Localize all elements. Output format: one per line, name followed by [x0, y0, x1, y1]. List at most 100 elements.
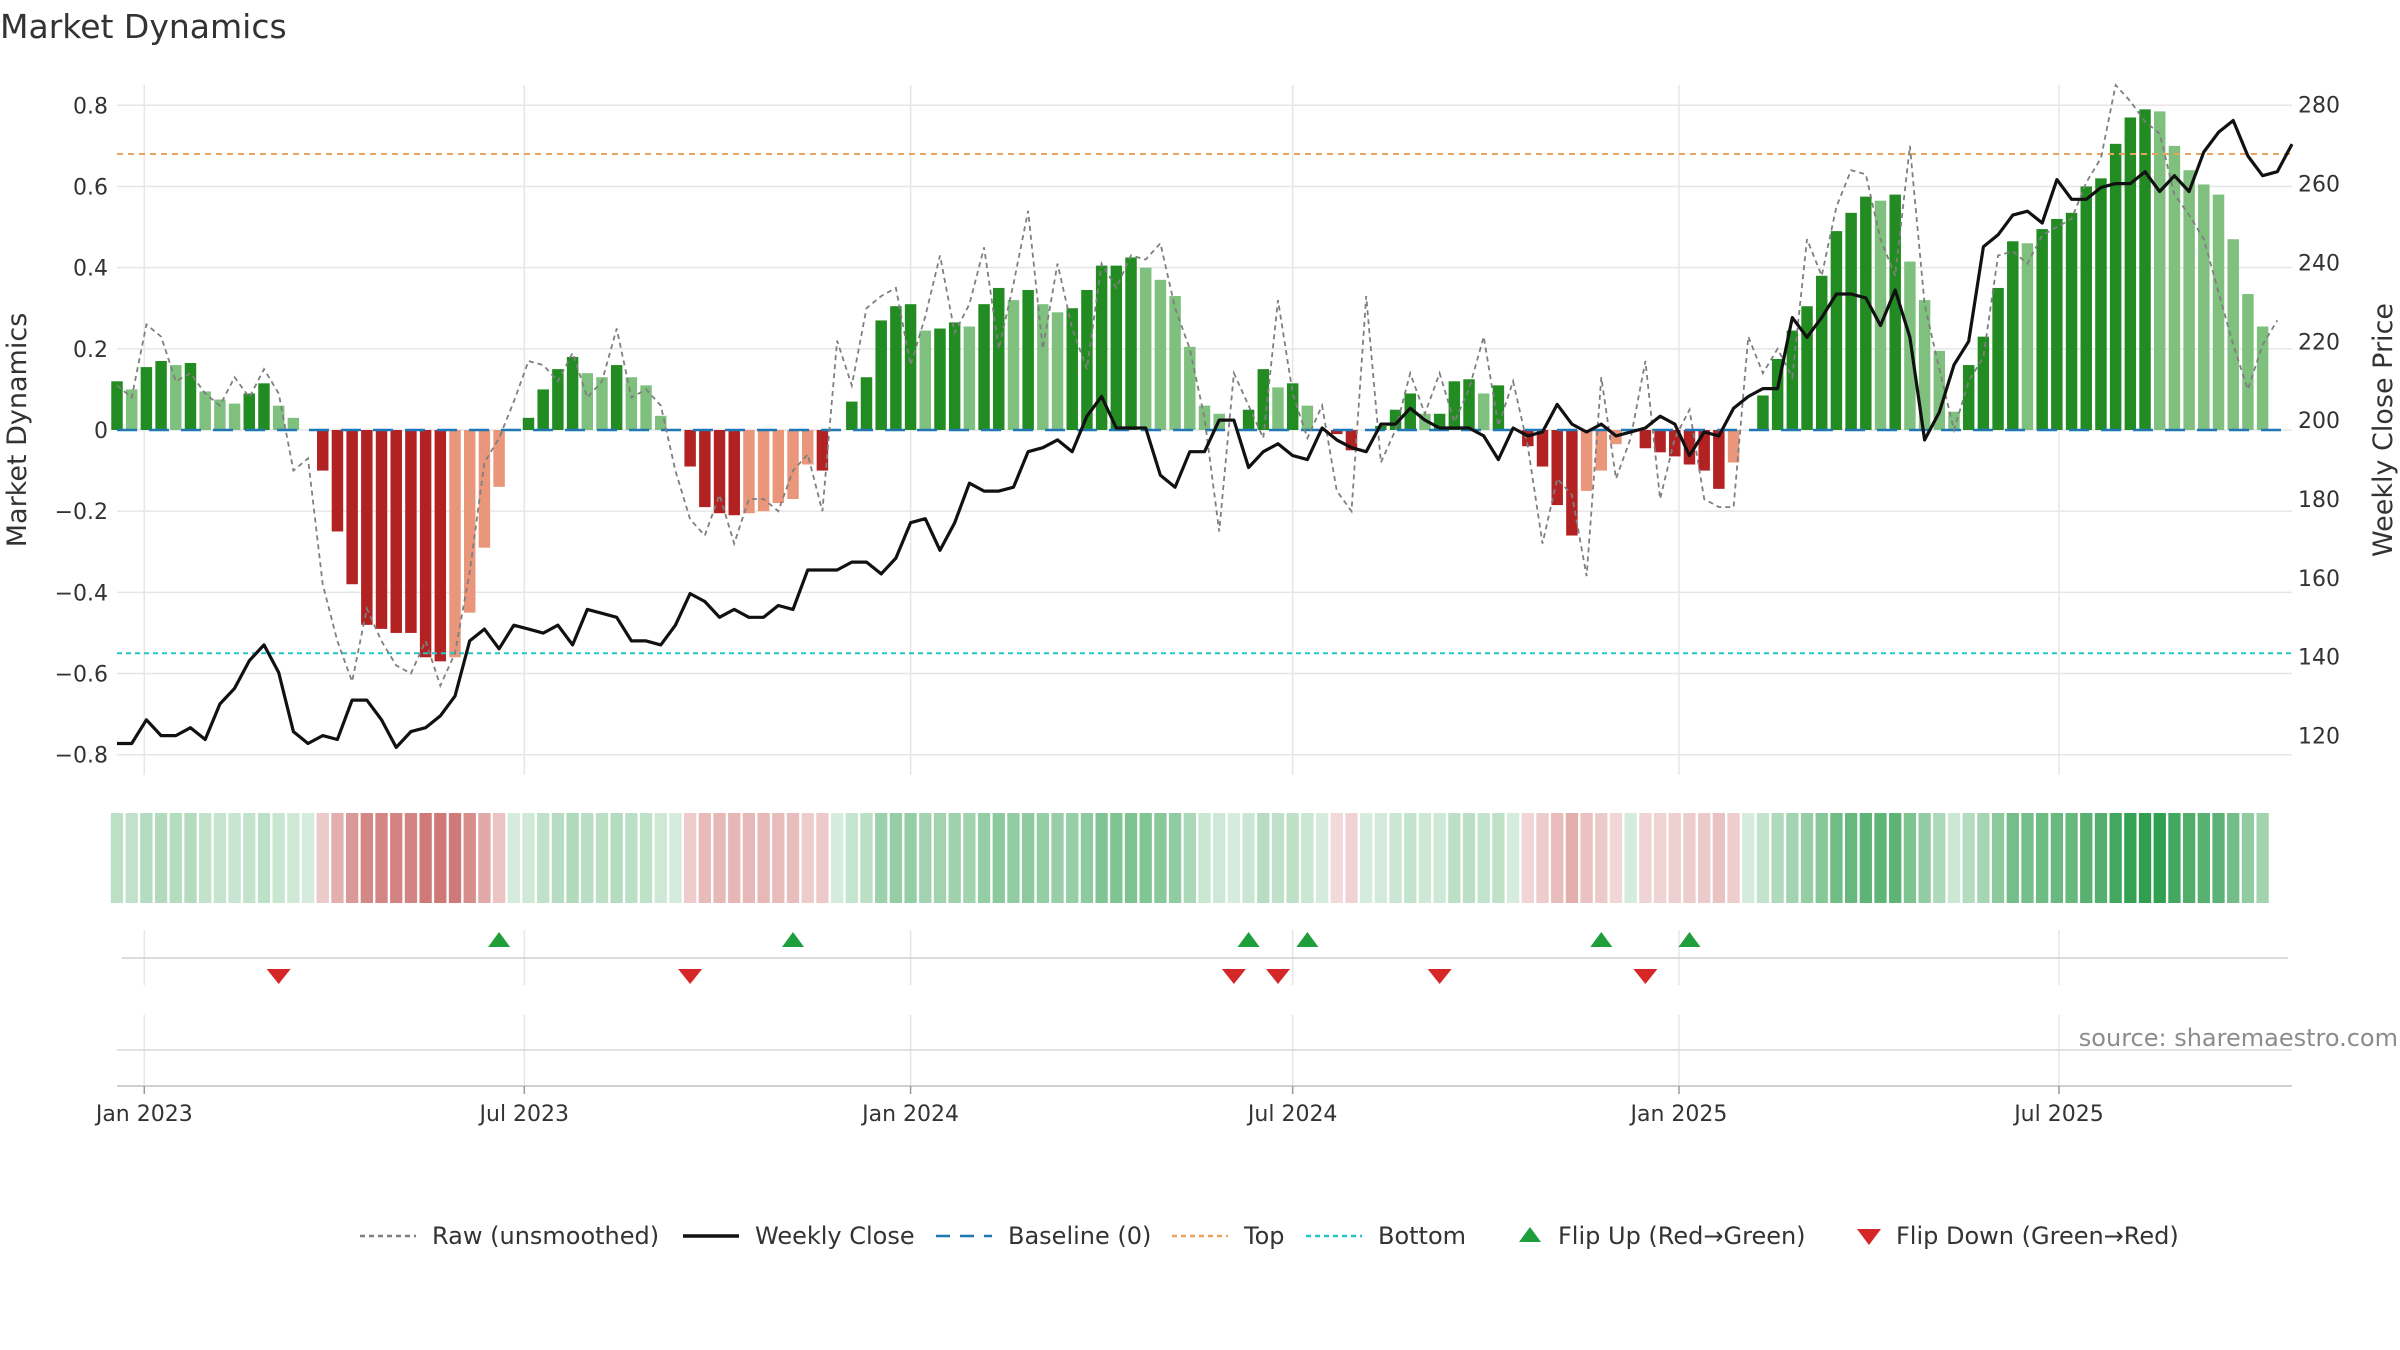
dynamics-bar: [2080, 186, 2092, 430]
heat-cell: [830, 813, 844, 903]
dynamics-bar: [1918, 300, 1931, 430]
dynamics-bar: [405, 430, 417, 633]
dynamics-bar: [478, 430, 491, 548]
legend-label: Raw (unsmoothed): [432, 1222, 659, 1250]
y-tick-label-left: −0.2: [55, 500, 108, 525]
heat-cell: [1565, 813, 1579, 903]
dynamics-bar: [1654, 430, 1666, 453]
heat-cell: [1683, 813, 1696, 903]
legend-label: Bottom: [1378, 1222, 1466, 1250]
dynamics-bar: [2065, 212, 2078, 430]
dynamics-bar: [1081, 289, 1093, 430]
dynamics-bar: [2183, 170, 2195, 430]
heat-cell: [2212, 813, 2225, 903]
dynamics-bar: [1184, 346, 1196, 430]
dynamics-bar: [1801, 306, 1813, 430]
dynamics-bar: [419, 430, 432, 658]
heat-cell: [1345, 813, 1358, 903]
dynamics-bar: [1815, 275, 1828, 430]
dynamics-bar: [1066, 308, 1078, 430]
heat-cell: [977, 813, 991, 903]
heat-cell: [331, 813, 344, 903]
dynamics-bar: [155, 361, 167, 430]
y-tick-label-left: −0.8: [55, 744, 108, 769]
dynamics-bar: [978, 304, 990, 430]
heat-cell: [1080, 813, 1094, 903]
dynamics-bar: [2212, 194, 2225, 430]
dynamics-bar: [1022, 289, 1034, 430]
heat-cell: [1242, 813, 1255, 903]
dynamics-bar: [463, 430, 476, 613]
heat-cell: [2197, 813, 2210, 903]
dynamics-bar: [1051, 312, 1064, 430]
dynamics-bar: [1551, 430, 1563, 506]
heat-cell: [434, 813, 447, 903]
legend-label: Flip Up (Red→Green): [1558, 1222, 1806, 1250]
dynamics-bar: [801, 430, 814, 465]
dynamics-bar: [846, 401, 858, 430]
heat-cell: [522, 813, 535, 903]
heat-cell: [448, 813, 462, 903]
heat-cell: [184, 813, 197, 903]
heat-cell: [581, 813, 594, 903]
heat-cell: [213, 813, 227, 903]
heat-cell: [772, 813, 785, 903]
heat-cell: [595, 813, 609, 903]
heat-cell: [1271, 813, 1285, 903]
heat-cell: [2168, 813, 2181, 903]
dynamics-bar: [1242, 409, 1255, 430]
y-ticks-right: 120 140 160 180 200 220 240 260 280: [2298, 94, 2340, 750]
dynamics-bar: [1169, 296, 1181, 430]
dynamics-bar: [743, 430, 755, 514]
heat-cell: [904, 813, 917, 903]
legend-label: Flip Down (Green→Red): [1896, 1222, 2179, 1250]
dynamics-bar: [522, 417, 535, 430]
dynamics-bar: [640, 385, 652, 430]
heat-cell: [992, 813, 1005, 903]
heat-cell: [2036, 813, 2049, 903]
heat-cell: [537, 813, 550, 903]
dynamics-bar: [1874, 200, 1887, 430]
heat-cell: [1007, 813, 1020, 903]
dynamics-bar: [111, 381, 123, 430]
dynamics-bar: [2021, 243, 2034, 430]
heat-cell: [1962, 813, 1975, 903]
dynamics-bar: [1154, 279, 1167, 430]
x-tick-label: Jul 2023: [478, 1102, 570, 1127]
dynamics-bar: [2242, 294, 2254, 430]
heat-cell: [243, 813, 256, 903]
x-tick-label: Jul 2025: [2012, 1102, 2104, 1127]
heat-cell: [1918, 813, 1931, 903]
heat-cell: [1448, 813, 1461, 903]
dynamics-bar: [1948, 411, 1960, 430]
dynamics-bar: [684, 430, 696, 467]
dynamics-bar: [1389, 409, 1402, 430]
heat-cell: [1198, 813, 1211, 903]
dynamics-bar: [1433, 413, 1446, 430]
raw-line: [116, 83, 2279, 689]
legend-swatch-flip-down: [1857, 1229, 1881, 1245]
heat-cell: [2227, 813, 2240, 903]
heat-cell: [1477, 813, 1490, 903]
dynamics-bar: [2227, 239, 2239, 430]
dynamics-bar: [713, 430, 726, 514]
dynamics-bar: [1463, 379, 1475, 430]
source-note: source: sharemaestro.com: [2079, 1024, 2398, 1052]
dynamics-bar: [1639, 430, 1652, 449]
heat-cell: [1742, 813, 1755, 903]
heat-cell: [287, 813, 300, 903]
heat-cell: [933, 813, 947, 903]
y-tick-label-left: −0.6: [55, 663, 108, 688]
dynamics-bar: [904, 304, 917, 430]
dynamics-bar: [1977, 336, 1990, 430]
heat-cell: [1022, 813, 1035, 903]
dynamics-bar: [728, 430, 740, 516]
chart-title: Market Dynamics: [0, 7, 287, 46]
heat-cell: [2094, 813, 2108, 903]
heat-cell: [816, 813, 829, 903]
dynamics-bar: [816, 430, 829, 471]
heat-cell: [1947, 813, 1961, 903]
heat-cell: [1521, 813, 1534, 903]
legend: Raw (unsmoothed) Weekly Close Baseline (0)…: [360, 1222, 2179, 1250]
flip-up-marker: [782, 932, 805, 947]
